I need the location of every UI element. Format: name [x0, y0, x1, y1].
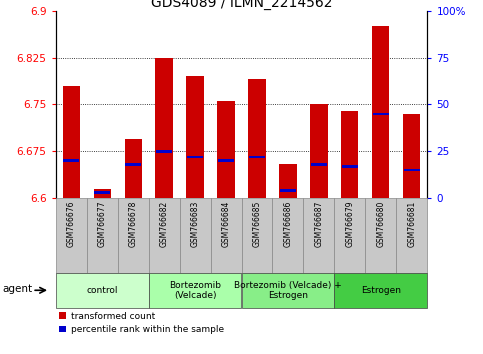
Bar: [373, 113, 389, 115]
Bar: [280, 189, 296, 192]
Bar: [125, 139, 142, 198]
Bar: [372, 26, 389, 198]
Bar: [397, 198, 427, 273]
Text: GSM766678: GSM766678: [128, 200, 138, 247]
Text: GSM766681: GSM766681: [408, 200, 416, 247]
Text: GSM766677: GSM766677: [98, 200, 107, 247]
Bar: [249, 156, 265, 158]
Bar: [303, 198, 334, 273]
Bar: [86, 198, 117, 273]
Text: GSM766682: GSM766682: [159, 200, 169, 247]
Bar: [311, 104, 327, 198]
Bar: [117, 198, 149, 273]
Text: Bortezomib
(Velcade): Bortezomib (Velcade): [169, 281, 221, 300]
Bar: [403, 114, 421, 198]
Bar: [334, 273, 427, 308]
Bar: [311, 163, 327, 166]
Text: GSM766685: GSM766685: [253, 200, 261, 247]
Bar: [62, 86, 80, 198]
Bar: [211, 198, 242, 273]
Bar: [186, 76, 203, 198]
Text: GSM766676: GSM766676: [67, 200, 75, 247]
Bar: [342, 165, 358, 167]
Bar: [56, 273, 149, 308]
Text: Estrogen: Estrogen: [361, 286, 401, 295]
Bar: [94, 192, 110, 194]
Bar: [156, 150, 172, 153]
Bar: [280, 164, 297, 198]
Bar: [272, 198, 303, 273]
Text: GSM766680: GSM766680: [376, 200, 385, 247]
Text: GSM766683: GSM766683: [190, 200, 199, 247]
Bar: [217, 101, 235, 198]
Bar: [404, 169, 420, 171]
Bar: [149, 198, 180, 273]
Text: GSM766686: GSM766686: [284, 200, 293, 247]
Bar: [218, 159, 234, 162]
Bar: [334, 198, 366, 273]
Bar: [156, 57, 172, 198]
Bar: [125, 163, 141, 166]
Text: GSM766687: GSM766687: [314, 200, 324, 247]
Bar: [341, 111, 358, 198]
Bar: [94, 189, 111, 198]
Bar: [242, 198, 272, 273]
Title: GDS4089 / ILMN_2214562: GDS4089 / ILMN_2214562: [151, 0, 332, 10]
Bar: [180, 198, 211, 273]
Text: agent: agent: [3, 284, 33, 293]
Bar: [56, 198, 86, 273]
Text: GSM766679: GSM766679: [345, 200, 355, 247]
Text: Bortezomib (Velcade) +
Estrogen: Bortezomib (Velcade) + Estrogen: [234, 281, 342, 300]
Text: control: control: [86, 286, 118, 295]
Bar: [242, 273, 334, 308]
Bar: [187, 156, 203, 158]
Bar: [366, 198, 397, 273]
Bar: [248, 79, 266, 198]
Legend: transformed count, percentile rank within the sample: transformed count, percentile rank withi…: [56, 308, 227, 338]
Bar: [63, 159, 79, 162]
Bar: [149, 273, 242, 308]
Text: GSM766684: GSM766684: [222, 200, 230, 247]
